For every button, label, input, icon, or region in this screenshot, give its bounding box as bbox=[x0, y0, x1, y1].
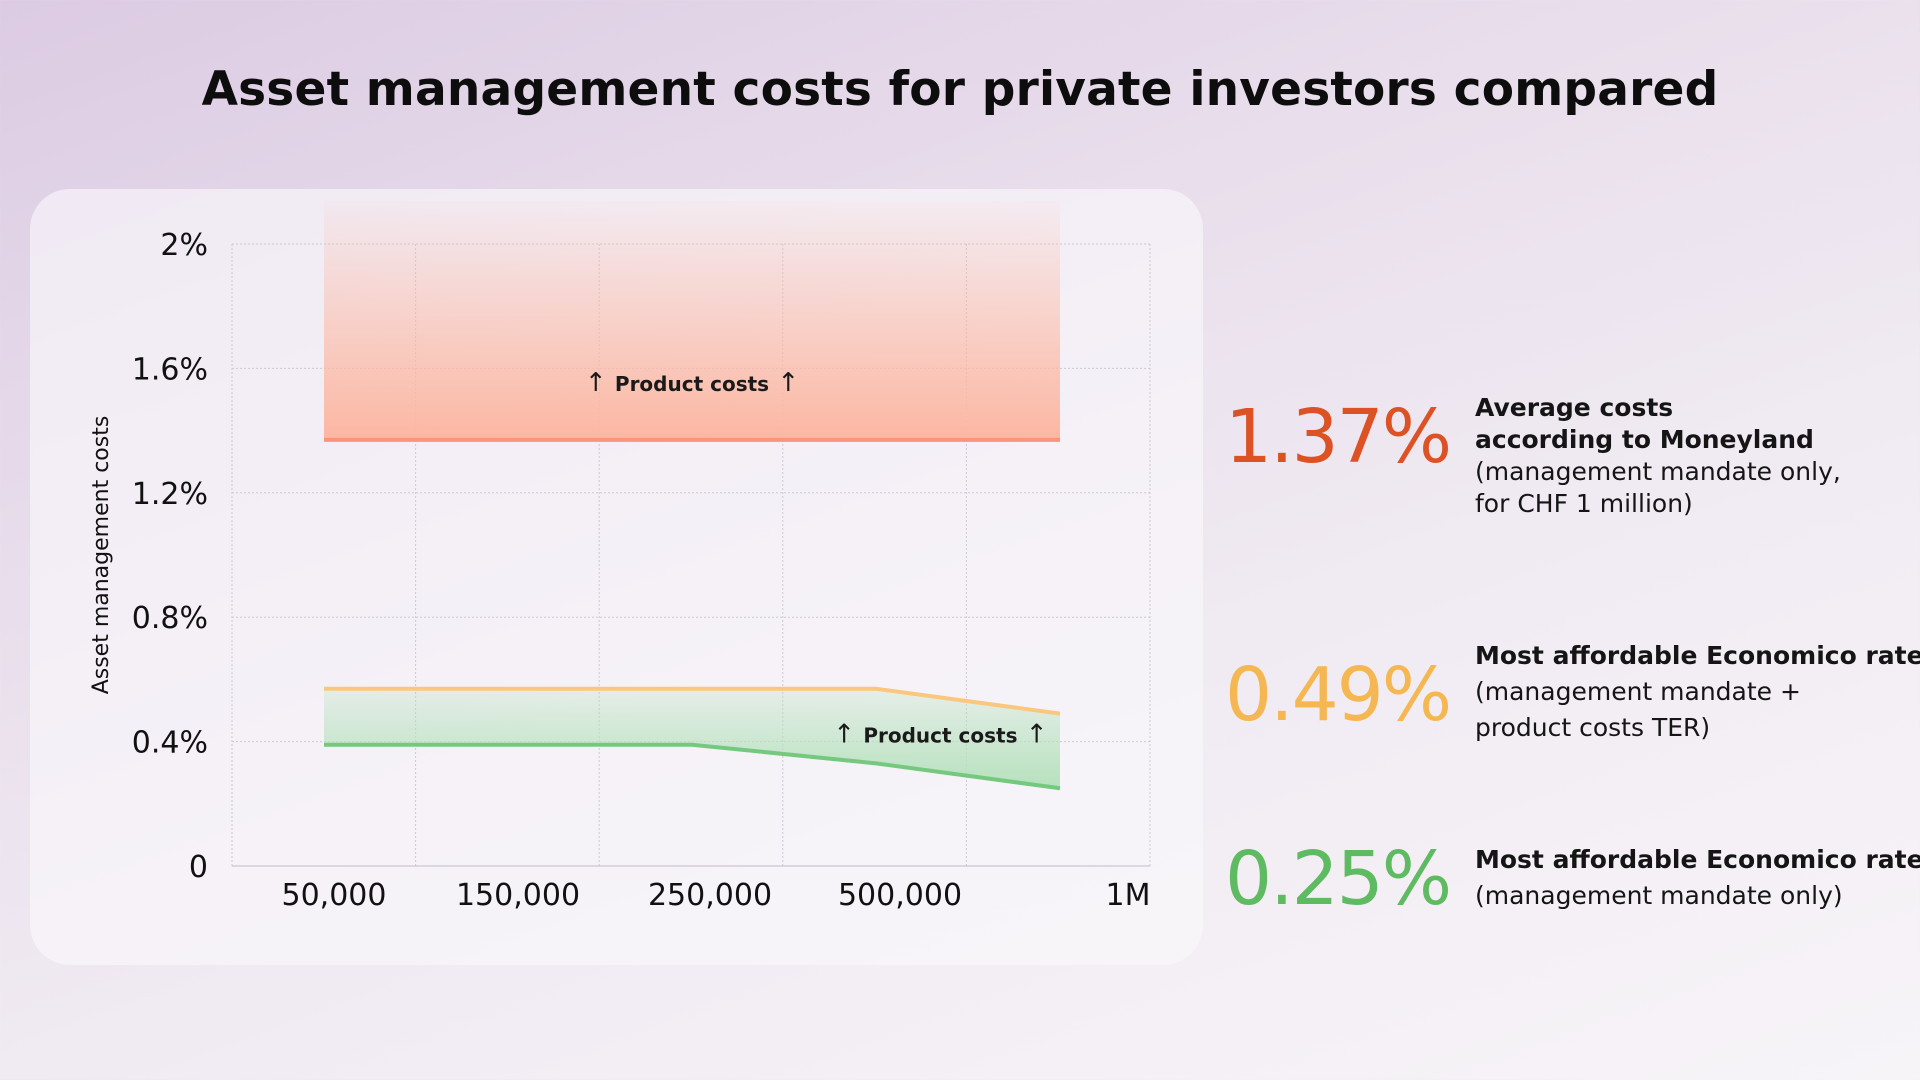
y-tick-label: 1.2% bbox=[132, 477, 208, 512]
stat-economico-ter-description: Most affordable Economico rate (manageme… bbox=[1475, 638, 1920, 746]
stat-economico-mandate-heading: Most affordable Economico rate bbox=[1475, 845, 1920, 874]
stat-economico-ter-value: 0.49% bbox=[1225, 652, 1452, 738]
chart-title: Asset management costs for private inves… bbox=[201, 62, 1719, 117]
stat-economico-mandate-value: 0.25% bbox=[1225, 836, 1452, 922]
stat-moneyland-heading-2: according to Moneyland bbox=[1475, 425, 1814, 454]
y-tick-label: 2% bbox=[160, 228, 208, 263]
labels: 0 0.4% 0.8% 1.2% 1.6% 2% 50,000 150,000 250,000 5… bbox=[89, 228, 1150, 913]
product-costs-annotation: ↑ Product costs ↑ bbox=[833, 719, 1047, 749]
chart-svg: 0 0.4% 0.8% 1.2% 1.6% 2% 50,000 150,000 250,000 5… bbox=[89, 201, 1151, 913]
x-tick-label: 1M bbox=[1106, 878, 1151, 913]
stat-moneyland-note-2: for CHF 1 million) bbox=[1475, 489, 1693, 518]
lines bbox=[324, 437, 1061, 791]
chart-panel: 0 0.4% 0.8% 1.2% 1.6% 2% 50,000 150,000 250,000 5… bbox=[30, 189, 1203, 965]
y-tick-label: 0.4% bbox=[132, 726, 208, 761]
stat-moneyland-description: Average costs according to Moneyland (ma… bbox=[1475, 392, 1915, 520]
stat-moneyland-note-1: (management mandate only, bbox=[1475, 457, 1841, 486]
x-tick-label: 250,000 bbox=[648, 878, 772, 913]
product-costs-annotation: ↑ Product costs ↑ bbox=[585, 368, 799, 398]
product-costs-area-moneyland bbox=[324, 201, 1060, 440]
stat-moneyland-value: 1.37% bbox=[1225, 394, 1452, 480]
stat-moneyland: 1.37% Average costs according to Moneyla… bbox=[1225, 392, 1915, 518]
y-tick-label: 1.6% bbox=[132, 352, 208, 387]
stat-economico-ter-note-2: product costs TER) bbox=[1475, 713, 1711, 742]
stat-economico-ter: 0.49% Most affordable Economico rate (ma… bbox=[1225, 638, 1920, 758]
y-tick-label: 0.8% bbox=[132, 601, 208, 636]
stat-economico-ter-heading: Most affordable Economico rate bbox=[1475, 641, 1920, 670]
x-tick-label: 500,000 bbox=[838, 878, 962, 913]
x-tick-label: 150,000 bbox=[456, 878, 580, 913]
line-economico-mandate bbox=[324, 742, 1061, 791]
stat-moneyland-heading-1: Average costs bbox=[1475, 393, 1674, 422]
line-economico-ter bbox=[324, 686, 1061, 716]
y-tick-label: 0 bbox=[189, 850, 208, 885]
stat-economico-mandate: 0.25% Most affordable Economico rate (ma… bbox=[1225, 836, 1920, 962]
stat-economico-mandate-note: (management mandate only) bbox=[1475, 881, 1843, 910]
y-axis-label: Asset management costs bbox=[89, 416, 114, 695]
stat-economico-mandate-description: Most affordable Economico rate (manageme… bbox=[1475, 842, 1920, 914]
x-tick-label: 50,000 bbox=[282, 878, 387, 913]
stat-economico-ter-note-1: (management mandate + bbox=[1475, 677, 1801, 706]
